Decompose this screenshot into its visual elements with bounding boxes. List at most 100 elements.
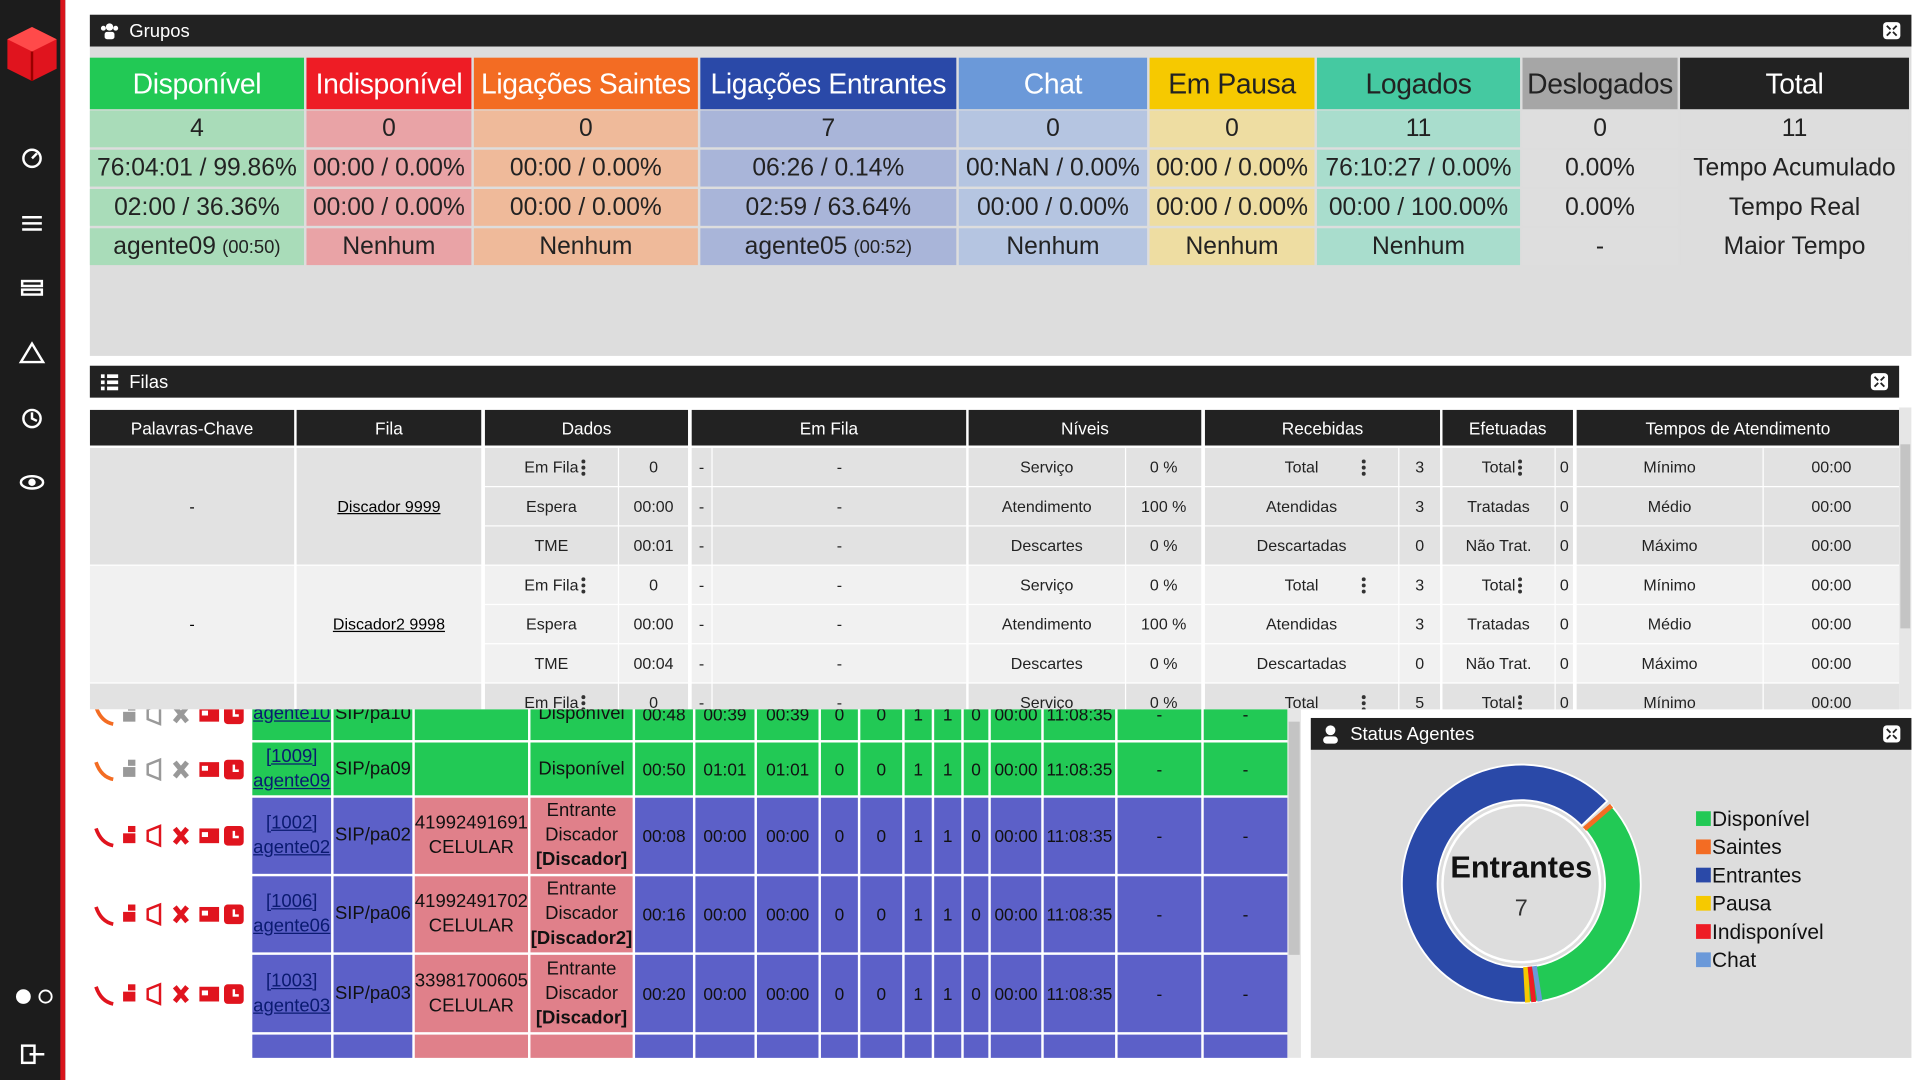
agent-sip: SIP/pa02 (334, 824, 411, 846)
agent-cell: 0 (820, 709, 858, 741)
agent-cell: SIP/pa10 (333, 709, 413, 741)
agent-cell: 00:00 (695, 954, 755, 1033)
agent-cell: - (1203, 954, 1288, 1033)
queue-cell: 00:00 (619, 605, 689, 644)
agent-status: [Discador] (535, 849, 628, 871)
center-value: 7 (1515, 895, 1528, 921)
group-cell: 02:59 / 63.64% (700, 189, 957, 226)
group-cell: Nenhum (958, 228, 1148, 266)
queue-cell: - (691, 683, 712, 710)
queue-cell: 0 (1555, 565, 1573, 604)
agent-cell: 01:01 (756, 742, 819, 796)
agent-cell: 00:00 (990, 742, 1042, 796)
agent-value: - (1242, 709, 1249, 724)
panel-title: Grupos (129, 20, 190, 42)
agent-value: 1 (913, 825, 923, 846)
agent-value: 00:00 (766, 983, 810, 1004)
group-cell: 06:26 / 0.14% (700, 149, 957, 187)
legend-swatch (1696, 952, 1711, 968)
group-cell: 00:00 / 0.00% (958, 189, 1148, 226)
menu-button[interactable] (1518, 695, 1523, 710)
queue-cell: 0 (1399, 526, 1441, 565)
agent-cell: 00:00 (990, 709, 1042, 741)
group-cell: 00:00 / 0.00% (306, 189, 472, 226)
menu-button[interactable] (581, 577, 586, 594)
legend-swatch (1696, 867, 1711, 883)
menu-button[interactable] (581, 695, 586, 710)
agent-cell: 00:00 (990, 797, 1042, 874)
queue-cell: Atendidas (1204, 605, 1399, 644)
group-cell: 00:NaN / 0.00% (958, 149, 1148, 187)
group-header: Ligações Entrantes (700, 57, 957, 110)
group-cell: 11 (1316, 110, 1521, 148)
menu-button[interactable] (1518, 459, 1523, 476)
agent-actions (94, 824, 244, 848)
menu-button[interactable] (1361, 695, 1366, 710)
agent-status: Entrante (546, 957, 617, 979)
agent-value: - (1242, 759, 1249, 779)
agent-name: agente03 (253, 994, 331, 1016)
agent-cell: SIP/pa09 (333, 742, 413, 796)
agent-cell (635, 1034, 693, 1058)
queue-cell: TME (484, 644, 618, 683)
expand-button[interactable] (1870, 372, 1890, 392)
expand-button[interactable] (1882, 724, 1902, 744)
agent-cell[interactable] (89, 742, 250, 796)
queue-header: Tempos de Atendimento (1576, 409, 1900, 446)
queue-cell: Total (1204, 565, 1399, 604)
agent-cell: 41992491690 (414, 1034, 529, 1058)
agent-value: 11:08:35 (1046, 983, 1113, 1004)
agent-value: 0 (971, 759, 981, 779)
expand-button[interactable] (1882, 21, 1902, 41)
agent-cell: 1 (934, 709, 962, 741)
agent-extension: [1009] (266, 745, 318, 767)
queue-cell: 100 % (1126, 605, 1202, 644)
agent-cell: 0 (860, 876, 903, 953)
agent-cell[interactable] (89, 1034, 250, 1058)
agent-phone: 41992491691 (414, 812, 528, 834)
queue-cell: Atendimento (968, 605, 1125, 644)
agent-cell[interactable] (89, 954, 250, 1033)
group-cell: Nenhum (473, 228, 698, 266)
agent-cell: 0 (860, 954, 903, 1033)
agent-cell: 00:39 (756, 709, 819, 741)
agent-cell: [1006] agente06 (252, 876, 332, 953)
queue-cell: Descartadas (1204, 644, 1399, 683)
menu-button[interactable] (1361, 459, 1366, 476)
queue-cell: - (691, 605, 712, 644)
agent-cell (904, 1034, 932, 1058)
agent-cell: 0 (860, 797, 903, 874)
group-cell: Tempo Real (1680, 189, 1909, 226)
group-cell: 7 (700, 110, 957, 148)
agent-value: 00:50 (642, 759, 686, 779)
agent-cell: 11:08:35 (1043, 797, 1116, 874)
agent-value: 0 (876, 825, 887, 846)
donut-slice (1523, 966, 1530, 1003)
group-cell: 76:04:01 / 99.86% (89, 149, 305, 187)
agent-value: 1 (913, 904, 923, 925)
queue-cell: Máximo (1576, 644, 1763, 683)
queue-cell: 0 (619, 683, 689, 710)
agent-cell[interactable] (89, 709, 250, 741)
menu-button[interactable] (581, 459, 586, 476)
agent-status: Discador (545, 824, 618, 846)
queue-cell: 5 (1399, 683, 1441, 710)
group-cell: 00:00 / 0.00% (1149, 189, 1315, 226)
group-cell: 0 (473, 110, 698, 148)
menu-button[interactable] (1361, 577, 1366, 594)
agent-cell[interactable] (89, 876, 250, 953)
queue-cell: 0 % (1126, 447, 1202, 487)
menu-button[interactable] (1518, 577, 1523, 594)
nav-icons[interactable] (18, 148, 46, 1065)
agent-actions (95, 709, 244, 726)
agent-name: agente06 (253, 915, 331, 937)
queue-cell: 0 % (1126, 683, 1202, 710)
agent-value: 11:08:35 (1046, 904, 1113, 925)
group-header: Ligações Saintes (473, 57, 698, 110)
agent-cell: - (1117, 954, 1202, 1033)
agent-value: 1 (913, 983, 923, 1004)
agent-value: 00:00 (994, 825, 1038, 846)
agent-status: Disponível (538, 709, 625, 724)
legend-label: Pausa (1712, 893, 1772, 916)
agent-cell[interactable] (89, 797, 250, 874)
